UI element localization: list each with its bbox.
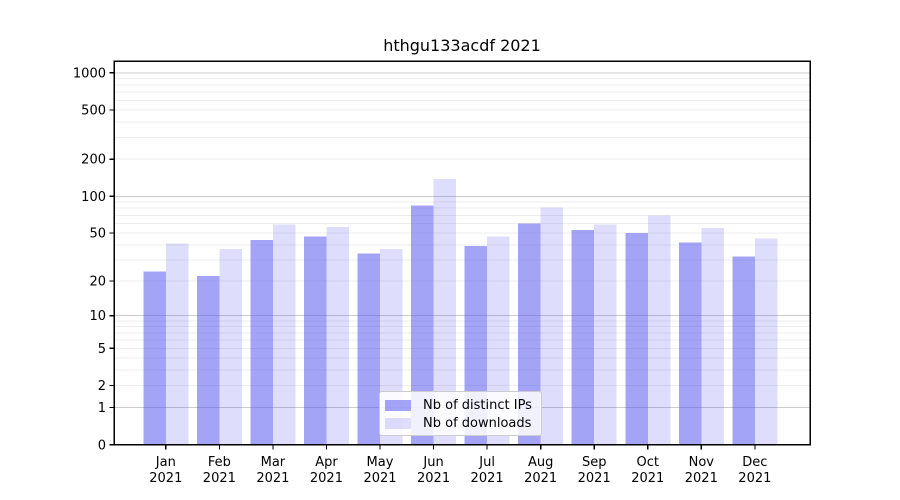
legend-swatch-downloads [385, 417, 411, 429]
bar-downloads-Sep [594, 224, 617, 445]
y-tick-label-20: 20 [89, 274, 106, 289]
bar-downloads-Feb [219, 248, 242, 445]
bar-distinct-ips-Sep [571, 230, 595, 445]
y-tick-label-200: 200 [81, 153, 106, 168]
bar-distinct-ips-Aug [518, 223, 541, 445]
x-tick-label-Nov: Nov [689, 455, 715, 470]
plot-border [113, 60, 811, 446]
bar-downloads-Jun [433, 179, 457, 445]
x-tick-label-Sep-year: 2021 [578, 471, 611, 486]
bar-distinct-ips-Nov [678, 242, 702, 445]
bar-downloads-Mar [272, 224, 296, 445]
bar-distinct-ips-Jan [143, 271, 166, 445]
x-tick-label-Apr: Apr [315, 455, 338, 470]
y-tick-label-100: 100 [81, 190, 106, 205]
x-tick-label-Jun-year: 2021 [417, 471, 450, 486]
bar-distinct-ips-Mar [250, 239, 273, 445]
x-tick-label-Oct: Oct [637, 455, 659, 470]
x-tick-label-Jun: Jun [422, 455, 443, 470]
bar-distinct-ips-Dec [732, 256, 755, 445]
x-tick-label-Sep: Sep [582, 455, 607, 470]
x-tick-label-Apr-year: 2021 [310, 471, 343, 486]
legend-label-downloads: Nb of downloads [423, 415, 532, 431]
y-tick-label-2: 2 [98, 379, 106, 394]
y-tick-label-1000: 1000 [73, 66, 106, 81]
x-tick-label-Nov-year: 2021 [685, 471, 718, 486]
y-tick-label-5: 5 [98, 342, 106, 357]
bar-downloads-Apr [326, 227, 349, 445]
y-tick-label-10: 10 [89, 309, 106, 324]
bar-distinct-ips-May [357, 253, 380, 445]
x-tick-label-Feb: Feb [208, 455, 231, 470]
bar-distinct-ips-Apr [303, 236, 327, 445]
y-tick-label-500: 500 [81, 104, 106, 119]
y-tick-label-1: 1 [98, 401, 106, 416]
legend-label-ips: Nb of distinct IPs [423, 397, 532, 413]
x-tick-label-Mar: Mar [261, 455, 286, 470]
x-tick-label-Feb-year: 2021 [203, 471, 236, 486]
x-tick-label-Jan: Jan [155, 455, 176, 470]
bar-distinct-ips-Feb [196, 275, 220, 445]
x-tick-label-Dec-year: 2021 [738, 471, 771, 486]
bar-downloads-Oct [647, 215, 671, 445]
x-tick-label-Jul: Jul [478, 455, 495, 470]
bar-downloads-Dec [754, 238, 778, 445]
bar-downloads-Aug [540, 207, 564, 445]
x-tick-label-May: May [367, 455, 394, 470]
x-tick-label-Oct-year: 2021 [631, 471, 664, 486]
legend-item-downloads: Nb of downloads [385, 415, 541, 431]
x-tick-label-May-year: 2021 [363, 471, 396, 486]
x-tick-label-Jan-year: 2021 [149, 471, 182, 486]
x-tick-label-Mar-year: 2021 [256, 471, 289, 486]
x-tick-label-Aug-year: 2021 [524, 471, 557, 486]
y-tick-label-50: 50 [89, 227, 106, 242]
x-tick-label-Jul-year: 2021 [471, 471, 504, 486]
bar-distinct-ips-Jun [411, 205, 434, 445]
x-tick-label-Dec: Dec [742, 455, 767, 470]
bar-distinct-ips-Oct [625, 233, 648, 445]
bar-downloads-Nov [701, 228, 724, 445]
bar-downloads-Jan [165, 243, 189, 445]
y-tick-label-0: 0 [98, 438, 106, 453]
legend: Nb of distinct IPs Nb of downloads [379, 391, 542, 436]
chart-title: hthgu133acdf 2021 [383, 36, 541, 55]
legend-item-distinct-ips: Nb of distinct IPs [385, 397, 541, 413]
legend-swatch-ips [385, 399, 411, 411]
x-tick-label-Aug: Aug [528, 455, 553, 470]
